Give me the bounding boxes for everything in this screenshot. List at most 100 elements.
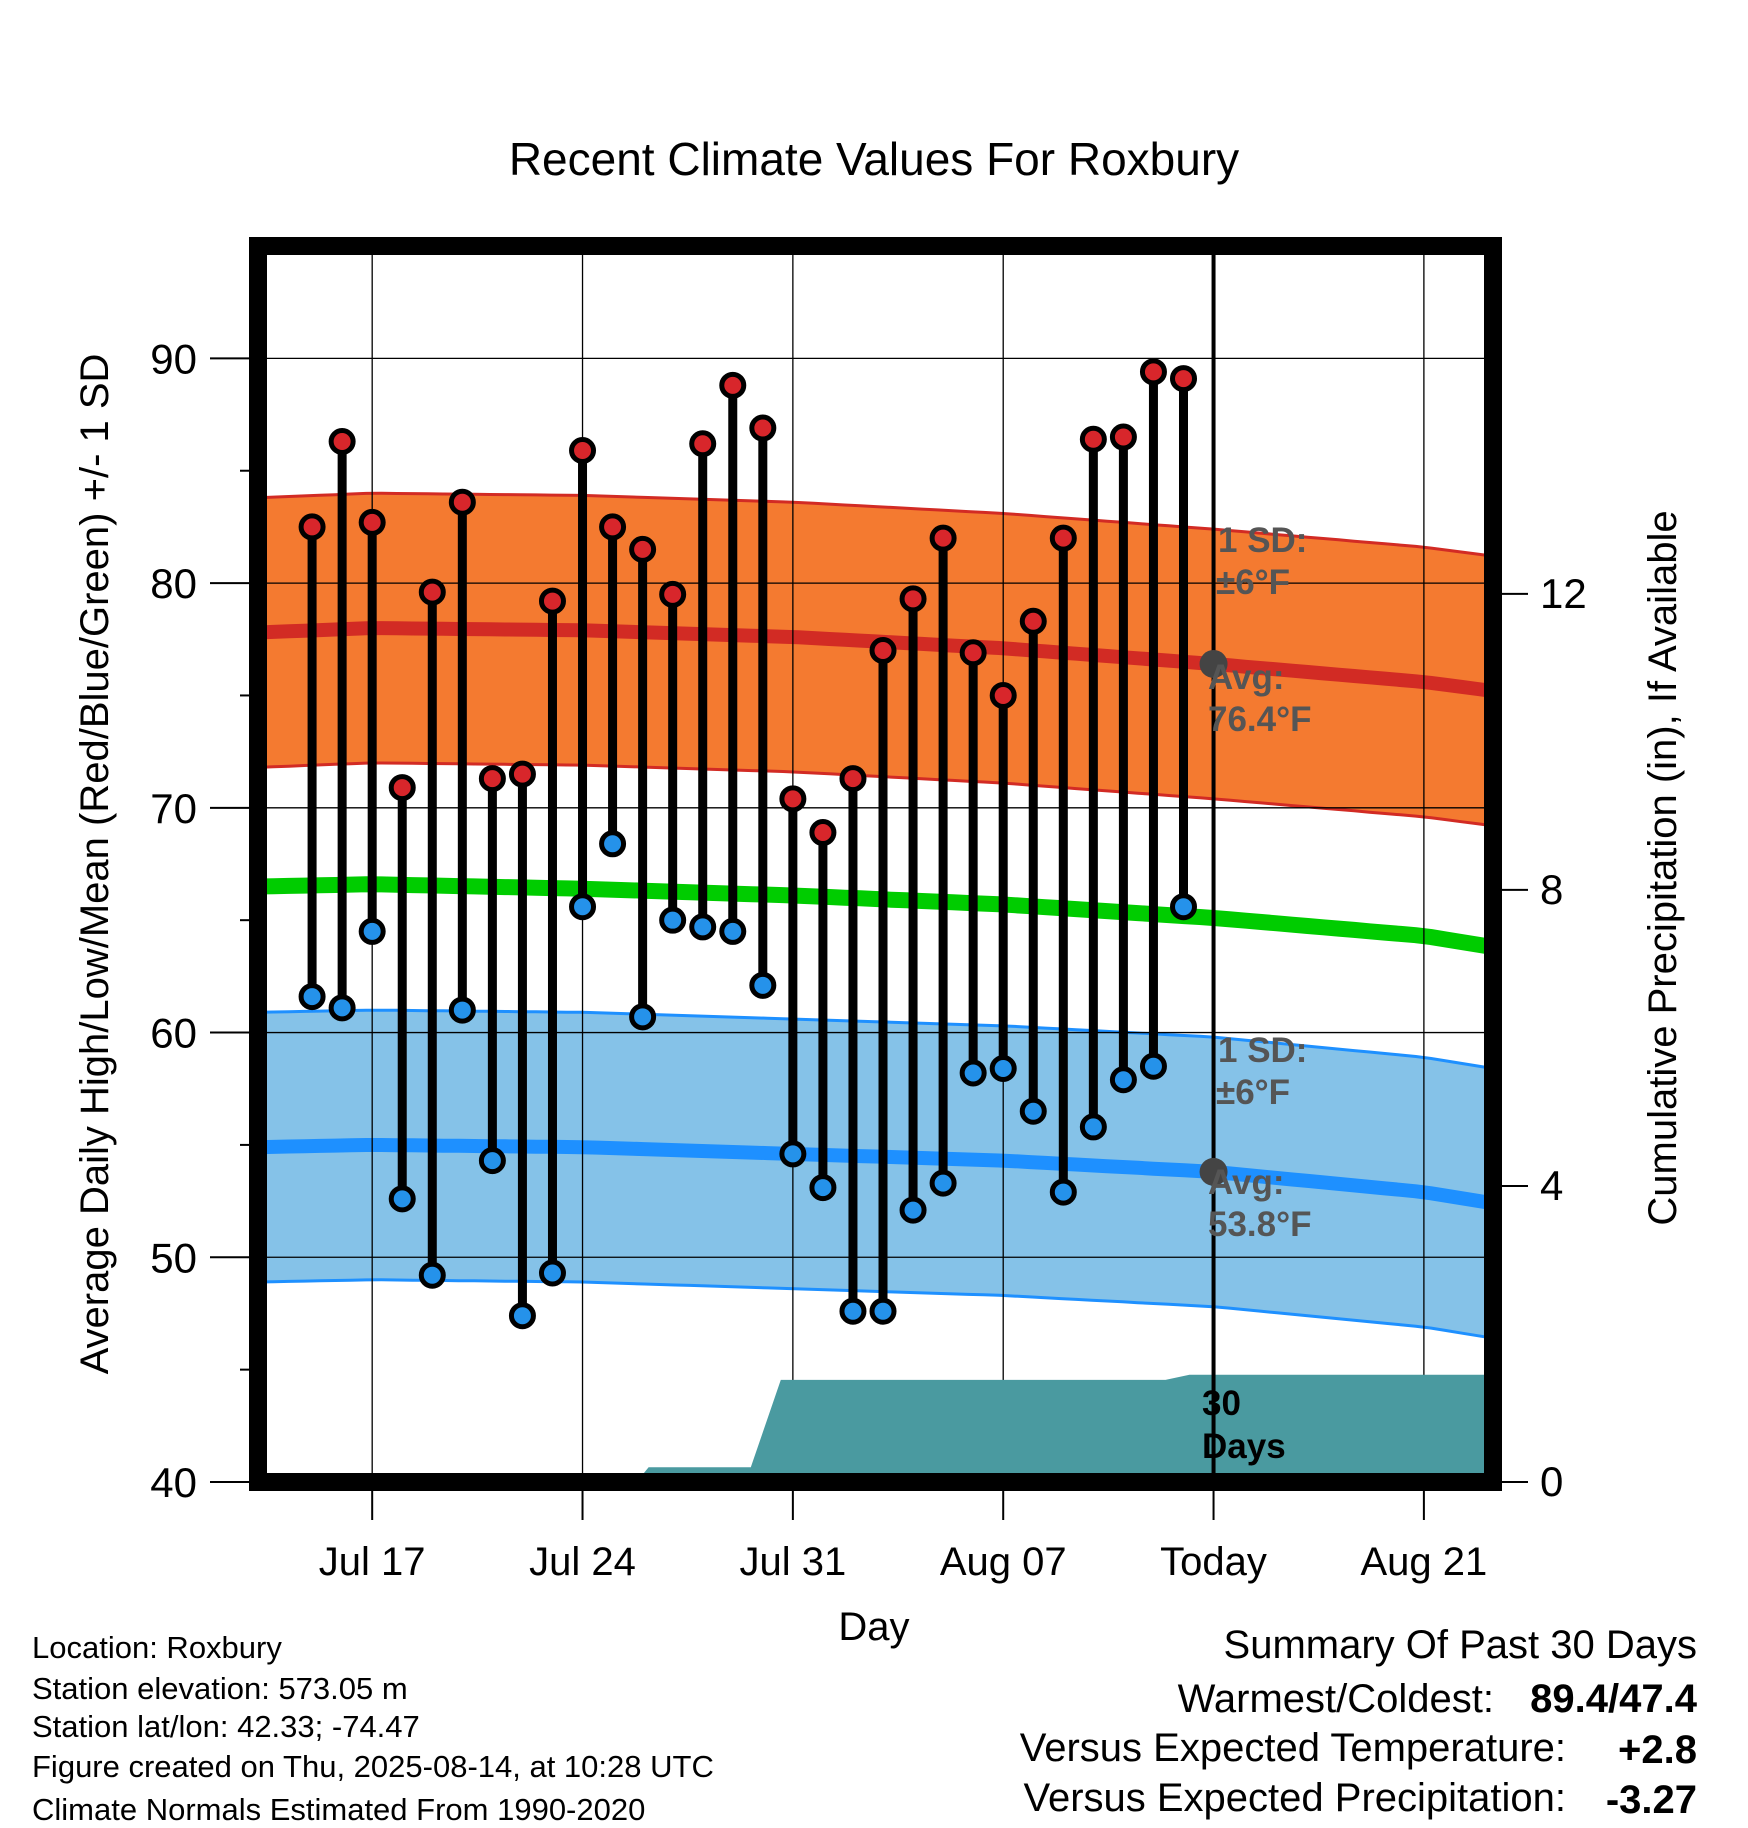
high-avg-value: 76.4°F	[1208, 700, 1312, 739]
high-avg-label: Avg:	[1208, 658, 1284, 697]
precip-vs-expected-value: -3.27	[1606, 1778, 1697, 1822]
low-temp-point	[1169, 893, 1197, 921]
temp-vs-expected-value: +2.8	[1618, 1728, 1697, 1772]
low-temp-point	[1049, 1178, 1077, 1206]
created-text: Figure created on Thu, 2025-08-14, at 10…	[32, 1749, 714, 1784]
low-temp-point	[809, 1174, 837, 1202]
high-temp-point	[599, 513, 627, 541]
low-temp-point	[298, 983, 326, 1011]
low-sd-label: 1 SD:	[1218, 1031, 1307, 1070]
high-temp-point	[659, 580, 687, 608]
low-temp-point	[1109, 1066, 1137, 1094]
elevation-text: Station elevation: 573.05 m	[32, 1671, 408, 1706]
y2-axis-label: Cumulative Precipitation (in), If Availa…	[1641, 510, 1685, 1225]
y-tick-label: 50	[150, 1234, 197, 1281]
precipitation-area	[258, 1374, 1493, 1482]
location-text: Location: Roxbury	[32, 1630, 282, 1665]
high-temp-point	[689, 430, 717, 458]
high-temp-point	[1049, 524, 1077, 552]
latlon-text: Station lat/lon: 42.33; -74.47	[32, 1709, 420, 1744]
normal-low-band-lower-edge	[258, 1278, 1493, 1340]
normals-text: Climate Normals Estimated From 1990-2020	[32, 1792, 645, 1827]
high-temp-point	[989, 681, 1017, 709]
low-sd-value: ±6°F	[1216, 1073, 1290, 1112]
x-axis-label: Day	[838, 1605, 909, 1649]
today-marker	[1199, 246, 1228, 1482]
high-temp-point	[328, 428, 356, 456]
x-tick-label: Jul 24	[529, 1540, 636, 1584]
low-temp-point	[478, 1147, 506, 1175]
axes	[210, 357, 1528, 1520]
today-high-avg-dot	[1199, 649, 1228, 678]
x-tick-label: Aug 21	[1360, 1540, 1487, 1584]
low-temp-point	[569, 893, 597, 921]
low-temp-point	[448, 996, 476, 1024]
high-temp-point	[749, 414, 777, 442]
temp-vs-expected-label: Versus Expected Temperature:	[1020, 1726, 1566, 1770]
high-temp-point	[809, 819, 837, 847]
warm-cold-label: Warmest/Coldest:	[1178, 1677, 1494, 1721]
warm-cold-value: 89.4/47.4	[1530, 1677, 1698, 1721]
low-temp-point	[1019, 1097, 1047, 1125]
y2-tick-label: 8	[1540, 866, 1563, 913]
high-temp-point	[929, 524, 957, 552]
low-temp-point	[719, 917, 747, 945]
high-temp-point	[869, 637, 897, 665]
low-temp-point	[599, 830, 627, 858]
summary-heading: Summary Of Past 30 Days	[1224, 1623, 1697, 1667]
high-temp-point	[839, 765, 867, 793]
high-temp-point	[959, 639, 987, 667]
normal-low-line	[258, 1138, 1493, 1211]
low-temp-point	[1139, 1052, 1167, 1080]
high-temp-point	[508, 760, 536, 788]
high-temp-point	[1169, 365, 1197, 393]
high-temp-point	[1019, 607, 1047, 635]
y-tick-label: 40	[150, 1459, 197, 1506]
high-temp-point	[1109, 423, 1137, 451]
high-temp-point	[388, 774, 416, 802]
high-temp-point	[418, 578, 446, 606]
low-temp-point	[388, 1185, 416, 1213]
y2-tick-label: 4	[1540, 1162, 1563, 1209]
y-tick-label: 90	[150, 335, 197, 382]
low-temp-point	[508, 1302, 536, 1330]
high-temp-point	[899, 585, 927, 613]
low-temp-point	[328, 994, 356, 1022]
days-word-label: Days	[1202, 1427, 1286, 1466]
station-info: Location: Roxbury Station elevation: 573…	[32, 1630, 714, 1827]
normal-mean-line	[258, 876, 1493, 955]
y-axis-label: Average Daily High/Low/Mean (Red/Blue/Gr…	[73, 354, 117, 1375]
plot-frame	[249, 237, 1502, 1491]
low-avg-value: 53.8°F	[1208, 1205, 1312, 1244]
high-temp-point	[629, 535, 657, 563]
high-temp-point	[1139, 358, 1167, 386]
low-temp-point	[749, 971, 777, 999]
summary-panel: Summary Of Past 30 Days Warmest/Coldest:…	[1020, 1623, 1698, 1822]
low-temp-point	[929, 1169, 957, 1197]
normal-low-band	[258, 1010, 1493, 1339]
low-avg-label: Avg:	[1208, 1163, 1284, 1202]
high-temp-point	[538, 587, 566, 615]
low-temp-point	[659, 906, 687, 934]
low-temp-point	[1079, 1113, 1107, 1141]
high-temp-point	[478, 765, 506, 793]
high-temp-point	[779, 785, 807, 813]
high-temp-point	[358, 508, 386, 536]
high-temp-point	[569, 437, 597, 465]
y2-tick-label: 0	[1540, 1458, 1563, 1505]
low-temp-point	[959, 1059, 987, 1087]
low-temp-point	[358, 917, 386, 945]
high-temp-point	[1079, 425, 1107, 453]
low-temp-point	[839, 1297, 867, 1325]
low-temp-point	[989, 1055, 1017, 1083]
high-temp-point	[448, 488, 476, 516]
precip-vs-expected-label: Versus Expected Precipitation:	[1023, 1776, 1566, 1820]
x-tick-label: Jul 17	[319, 1540, 426, 1584]
low-temp-point	[779, 1140, 807, 1168]
days-count-label: 30	[1202, 1384, 1241, 1423]
low-temp-point	[869, 1297, 897, 1325]
low-temp-point	[629, 1003, 657, 1031]
daily-temperature-bars	[298, 358, 1197, 1330]
